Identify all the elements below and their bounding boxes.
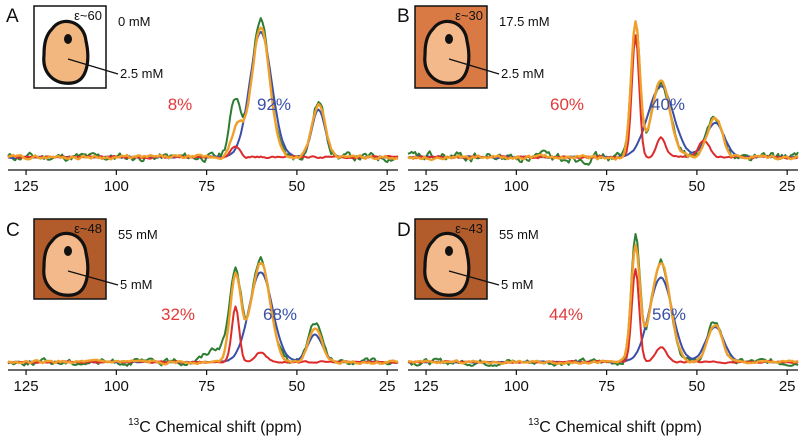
panel-letter: D — [397, 220, 411, 241]
x-tick-label: 100 — [104, 378, 129, 395]
conc-pointer-line — [67, 270, 119, 286]
conc-outside-label: 55 mM — [499, 227, 539, 242]
axis-title-superscript: 13 — [528, 417, 540, 428]
inset-cell-image: ε~43 — [414, 218, 488, 300]
x-tick-label: 75 — [598, 378, 615, 395]
conc-pointer-line — [448, 58, 500, 75]
x-tick-label: 25 — [379, 178, 396, 195]
x-tick-label: 50 — [689, 178, 706, 195]
x-tick-label: 25 — [379, 378, 396, 395]
conc-outside-label: 17.5 mM — [499, 14, 550, 29]
axis-title-text: C Chemical shift (ppm) — [539, 419, 702, 436]
epsilon-label: ε~48 — [74, 221, 102, 236]
conc-outside-label: 55 mM — [118, 227, 158, 242]
x-tick-label: 100 — [104, 178, 129, 195]
x-tick-label: 125 — [414, 378, 439, 395]
cell-outline — [423, 19, 471, 85]
percent-right: 68% — [263, 305, 297, 324]
panel-b: 125 100 75 50 25 B 60% 40% ε~30 17.5 mM 2.5 mM — [397, 5, 799, 195]
x-tick-label: 100 — [504, 378, 529, 395]
panel-d: 125 100 75 50 25 D 44% 56% ε~43 55 mM 5 mM 13C Chem… — [397, 218, 799, 436]
inset-cell-image: ε~60 — [33, 5, 107, 89]
spectrum-blue — [407, 85, 799, 160]
x-tick-label: 25 — [779, 178, 796, 195]
axis-title-superscript: 13 — [128, 417, 140, 428]
panel-a: 125 100 75 50 25 A 8% 92% ε~60 0 mM 2.5 mM — [6, 5, 399, 195]
percent-left: 8% — [168, 95, 193, 114]
spectrum-orange — [407, 20, 799, 162]
x-tick-label: 100 — [504, 178, 529, 195]
inset-cell-image: ε~48 — [33, 218, 107, 300]
spectrum-orange — [7, 262, 399, 366]
x-tick-label: 50 — [289, 178, 306, 195]
axis-title-text: C Chemical shift (ppm) — [139, 419, 302, 436]
cell-outline — [42, 19, 90, 85]
epsilon-label: ε~60 — [74, 8, 102, 23]
x-tick-label: 125 — [14, 378, 39, 395]
conc-inside-label: 2.5 mM — [501, 66, 544, 81]
x-tick-label: 25 — [779, 378, 796, 395]
conc-inside-label: 5 mM — [501, 277, 534, 292]
panel-letter: C — [6, 220, 20, 241]
cell-nucleus — [64, 246, 72, 256]
percent-left: 60% — [550, 95, 584, 114]
spectrum-orange — [7, 26, 399, 161]
x-tick-label: 75 — [598, 178, 615, 195]
x-axis-title: 13C Chemical shift (ppm) — [128, 417, 302, 436]
conc-pointer-line — [448, 270, 500, 286]
panel-letter: B — [397, 6, 410, 27]
x-axis-title: 13C Chemical shift (ppm) — [528, 417, 702, 436]
epsilon-label: ε~30 — [455, 8, 483, 23]
percent-right: 40% — [651, 95, 685, 114]
percent-left: 44% — [549, 305, 583, 324]
percent-right: 92% — [257, 95, 291, 114]
conc-inside-label: 2.5 mM — [120, 66, 163, 81]
x-tick-label: 75 — [198, 178, 215, 195]
conc-pointer-line — [67, 58, 119, 75]
inset-cell-image: ε~30 — [414, 5, 488, 89]
panel-letter: A — [6, 6, 19, 27]
x-tick-label: 125 — [14, 178, 39, 195]
cell-nucleus — [445, 34, 453, 44]
conc-inside-label: 5 mM — [120, 277, 153, 292]
epsilon-label: ε~43 — [455, 221, 483, 236]
x-tick-label: 75 — [198, 378, 215, 395]
conc-outside-label: 0 mM — [118, 14, 151, 29]
x-tick-label: 125 — [414, 178, 439, 195]
spectrum-orange — [407, 243, 799, 366]
cell-nucleus — [64, 34, 72, 44]
cell-outline — [42, 231, 90, 297]
percent-right: 56% — [652, 305, 686, 324]
cell-nucleus — [445, 246, 453, 256]
cell-outline — [423, 231, 471, 297]
panel-c: 125 100 75 50 25 C 32% 68% ε~48 55 mM 5 mM 13C Chem… — [6, 218, 399, 436]
percent-left: 32% — [161, 305, 195, 324]
x-tick-label: 50 — [689, 378, 706, 395]
x-tick-label: 50 — [289, 378, 306, 395]
